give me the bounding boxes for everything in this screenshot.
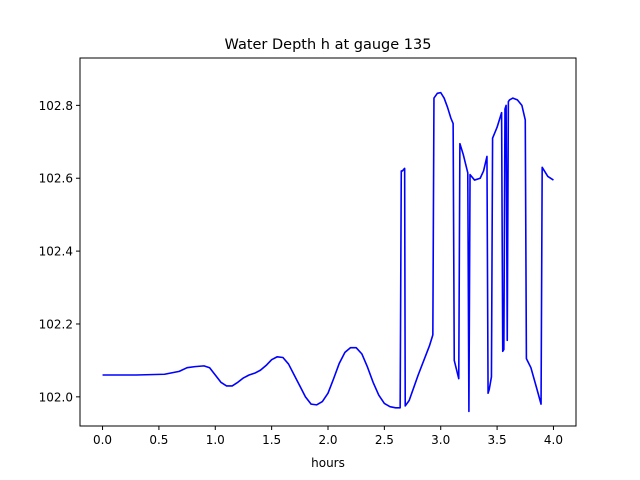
x-tick-label: 0.5: [149, 433, 168, 447]
x-tick-label: 2.0: [318, 433, 337, 447]
plot-area-frame: [79, 57, 577, 427]
y-tick-label: 102.4: [39, 245, 73, 259]
series-line: [102, 91, 554, 413]
y-tick-label: 102.2: [39, 317, 73, 331]
y-tick-label: 102.0: [39, 390, 73, 404]
x-tick-label: 1.5: [262, 433, 281, 447]
chart-title: Water Depth h at gauge 135: [225, 37, 432, 53]
x-tick-label: 3.0: [431, 433, 450, 447]
y-tick-label: 102.6: [39, 172, 73, 186]
y-tick-label: 102.8: [39, 99, 73, 113]
x-axis-label: hours: [311, 456, 345, 470]
x-tick-label: 0.0: [93, 433, 112, 447]
x-tick-label: 2.5: [375, 433, 394, 447]
x-tick-label: 1.0: [206, 433, 225, 447]
plot-data: [102, 91, 554, 413]
x-tick-label: 4.0: [544, 433, 563, 447]
axis-ticks: 0.0 0.5 1.0 1.5 2.0 2.5 3.0 3.5 4.0 102.0 102.2 102…: [39, 99, 563, 447]
x-tick-label: 3.5: [488, 433, 507, 447]
